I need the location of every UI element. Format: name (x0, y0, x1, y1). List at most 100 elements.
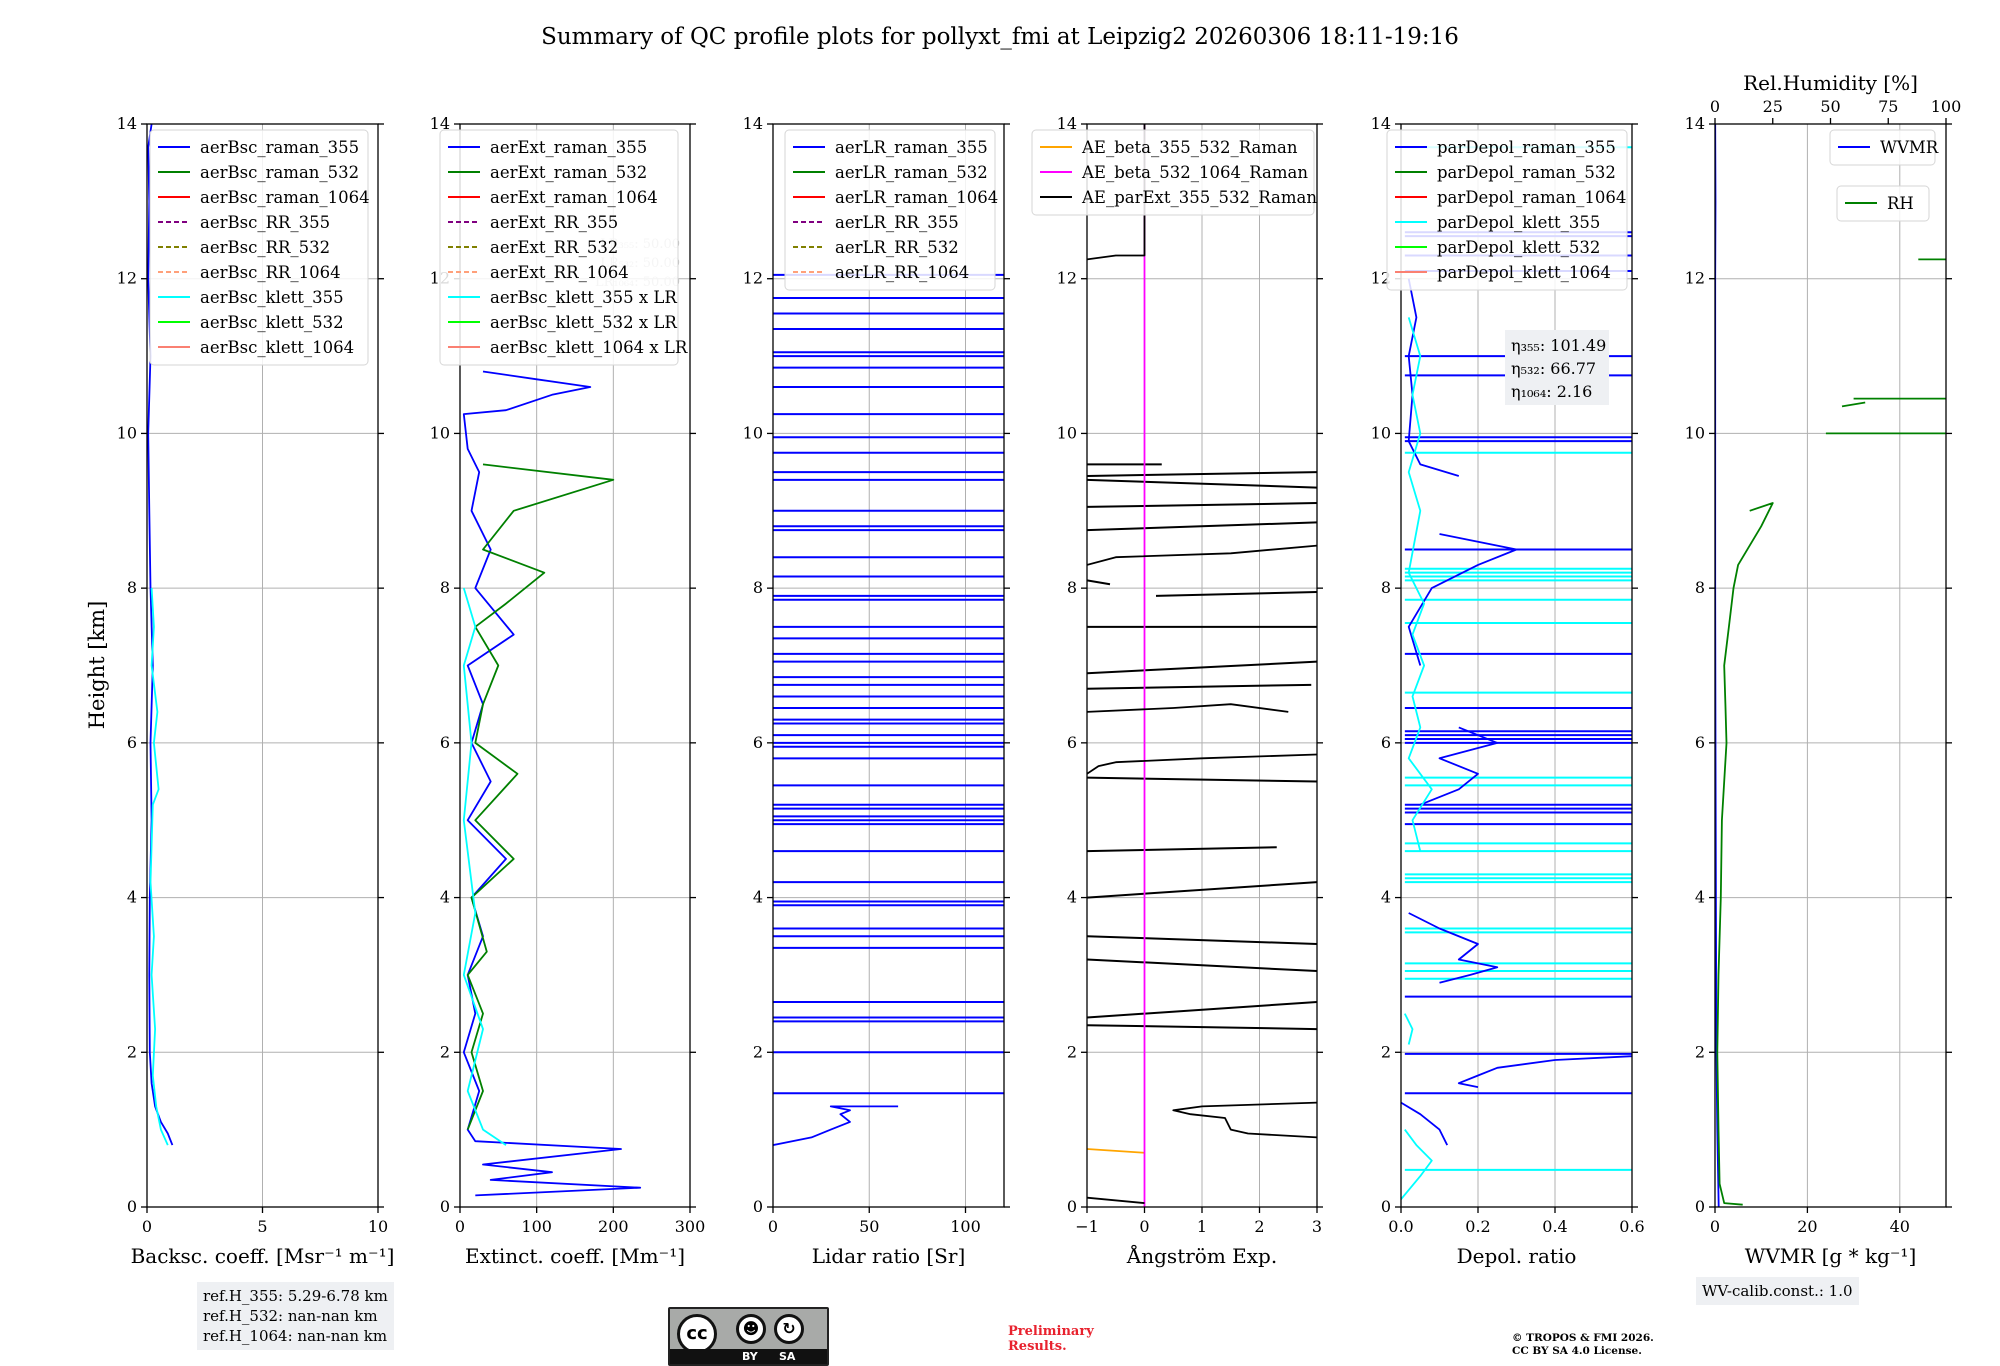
legend-label: aerLR_RR_355 (835, 213, 959, 232)
y-tick-label: 0 (440, 1197, 450, 1216)
preliminary-line-2: Results. (1008, 1339, 1067, 1354)
spike-line (1155, 591, 1317, 597)
spike-line (1087, 1001, 1317, 1019)
legend-label: aerBsc_raman_532 (200, 163, 359, 182)
series-aerLR_raman_355 (773, 1105, 899, 1146)
y-tick-label: 8 (1381, 578, 1391, 597)
spike-line (1087, 478, 1317, 489)
legend-frame (1836, 185, 1930, 222)
y-tick-label: 12 (117, 269, 137, 288)
cc-license-logo[interactable]: cc ☻ ↻ BY SA (668, 1307, 829, 1366)
top-x-tick-label: 100 (1931, 97, 1962, 116)
legend-label: aerBsc_klett_1064 (200, 338, 354, 357)
y-tick-label: 2 (1381, 1042, 1391, 1061)
y-tick-label: 6 (1381, 733, 1391, 752)
y-tick-label: 4 (440, 888, 450, 907)
x-tick-label: 100 (950, 1217, 981, 1236)
legend-label: aerBsc_raman_1064 (200, 188, 370, 207)
y-tick-label: 12 (1685, 269, 1705, 288)
y-tick-label: 6 (1695, 733, 1705, 752)
data-layer (147, 124, 174, 1146)
spike-line (1087, 776, 1317, 783)
eta-text: η₁₀₆₄: 2.16 (1511, 382, 1592, 401)
spike-line (1087, 935, 1317, 945)
legend-label: aerExt_raman_1064 (490, 188, 658, 207)
y-tick-label: 14 (1057, 114, 1077, 133)
top-x-axis-label: Rel.Humidity [%] (1743, 71, 1918, 95)
spike-line (1087, 683, 1312, 690)
x-tick-label: 10 (368, 1217, 388, 1236)
y-tick-label: 8 (440, 578, 450, 597)
legend-label: aerLR_raman_532 (835, 163, 988, 182)
legend-frame (1031, 129, 1315, 216)
x-tick-label: 300 (675, 1217, 706, 1236)
eta-annotation: η₃₅₅: 101.49 η₅₃₂: 66.77 η₁₀₆₄: 2.16 (1505, 330, 1609, 405)
legend-label: AE_beta_532_1064_Raman (1081, 163, 1308, 182)
legend-label: parDepol_klett_1064 (1437, 263, 1611, 282)
legend-label: AE_parExt_355_532_Raman (1081, 188, 1317, 207)
eta-text: η₅₃₂: 66.77 (1511, 359, 1596, 378)
y-tick-label: 6 (1067, 733, 1077, 752)
legend-label: aerExt_RR_1064 (490, 263, 629, 282)
y-tick-label: 14 (117, 114, 137, 133)
legend-label: AE_beta_355_532_Raman (1081, 138, 1298, 157)
legend-frame (1386, 129, 1628, 291)
copyright-line-2: CC BY SA 4.0 License. (1512, 1345, 1642, 1357)
spike-line (1087, 1024, 1317, 1031)
data-layer (1401, 146, 1632, 1200)
y-tick-label: 10 (117, 423, 137, 442)
x-tick-label: 0 (142, 1217, 152, 1236)
legend-label: aerBsc_RR_1064 (200, 263, 341, 282)
ref-height-532: ref.H_532: nan-nan km (203, 1307, 378, 1325)
top-x-tick-label: 0 (1710, 97, 1720, 116)
y-tick-label: 4 (1381, 888, 1391, 907)
spike-line (1087, 521, 1317, 532)
y-tick-label: 6 (440, 733, 450, 752)
y-tick-label: 2 (1067, 1042, 1077, 1061)
spike-line (1087, 471, 1317, 477)
panel-wv: 0 2 4 6 8 10 12 14 0 20 40 WVMR [g * kg⁻¹] 0 25 50 75 10… (1685, 71, 1962, 1268)
spike-line (1087, 958, 1317, 973)
y-tick-label: 0 (127, 1197, 137, 1216)
legend-label: aerExt_raman_355 (490, 138, 647, 157)
legend-label: aerBsc_klett_532 x LR (490, 313, 677, 332)
series-aerBsc_raman_355 (147, 124, 174, 1146)
legend-label: aerBsc_klett_532 (200, 313, 344, 332)
y-tick-label: 14 (1371, 114, 1391, 133)
x-tick-label: 1 (1197, 1217, 1207, 1236)
legend-label: parDepol_raman_355 (1437, 138, 1616, 157)
x-axis-label: Extinct. coeff. [Mm⁻¹] (465, 1244, 685, 1268)
spike-line (1087, 502, 1317, 508)
legend-label: aerExt_RR_355 (490, 213, 618, 232)
panel-ext: 024681012140100200300Extinct. coeff. [Mm… (430, 114, 706, 1268)
legend: RH (1836, 185, 1930, 222)
y-tick-label: 6 (753, 733, 763, 752)
series-RH (1716, 502, 1774, 1206)
preliminary-notice: Preliminary Results. (1008, 1324, 1094, 1354)
x-tick-label: 0.6 (1619, 1217, 1644, 1236)
x-tick-label: 3 (1312, 1217, 1322, 1236)
x-axis-label: Ångström Exp. (1126, 1243, 1277, 1268)
y-tick-label: 10 (1057, 423, 1077, 442)
copyright-line-1: © TROPOS & FMI 2026. (1512, 1332, 1654, 1344)
legend-label: aerLR_RR_1064 (835, 263, 969, 282)
figure-title: Summary of QC profile plots for pollyxt_… (541, 24, 1459, 50)
series-AE_parExt_355_532_Raman (1087, 753, 1317, 775)
axes-frame (459, 123, 691, 1208)
x-axis-label: WVMR [g * kg⁻¹] (1745, 1244, 1917, 1268)
x-tick-label: 0 (1139, 1217, 1149, 1236)
x-tick-label: 100 (521, 1217, 552, 1236)
legend-label: aerLR_RR_532 (835, 238, 959, 257)
y-tick-label: 4 (1067, 888, 1077, 907)
legend-label: aerLR_raman_355 (835, 138, 988, 157)
x-tick-label: 0.2 (1465, 1217, 1490, 1236)
legend-label: aerExt_raman_532 (490, 163, 647, 182)
series-AE_beta_355_532_Raman (1087, 1148, 1145, 1154)
series-AE_parExt_355_532_Raman (1172, 1101, 1317, 1139)
y-tick-label: 0 (753, 1197, 763, 1216)
preliminary-line-1: Preliminary (1008, 1324, 1094, 1339)
series-AE_parExt_355_532_Raman (1087, 1196, 1145, 1204)
legend-frame (1829, 129, 1936, 166)
